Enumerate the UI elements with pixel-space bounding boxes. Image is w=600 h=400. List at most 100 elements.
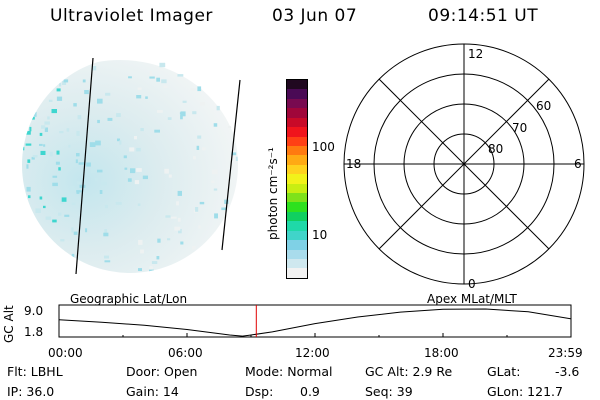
image-pixel [164, 168, 169, 174]
info-mode: Mode: Normal [245, 364, 333, 379]
image-pixel [214, 213, 218, 219]
image-pixel [52, 219, 57, 223]
image-pixel [95, 178, 99, 181]
image-pixel [28, 195, 31, 199]
image-pixel [25, 143, 32, 146]
plot-title-right: Apex MLat/MLT [427, 292, 517, 306]
colorbar-swatch [287, 117, 307, 128]
image-pixel [64, 214, 70, 217]
image-pixel [115, 201, 122, 205]
image-pixel [137, 203, 141, 206]
image-pixel [26, 164, 29, 169]
image-pixel [44, 121, 50, 125]
image-pixel [77, 181, 80, 185]
xtick-label-0000: 00:00 [48, 346, 83, 360]
xtick-label-2359: 23:59 [548, 346, 583, 360]
image-pixel [124, 167, 128, 170]
image-pixel [56, 150, 60, 155]
image-pixel [35, 208, 41, 213]
mlat-label-60: 60 [536, 99, 551, 113]
info-dsp-value: 0.9 [300, 384, 320, 399]
image-pixel [84, 90, 89, 95]
image-pixel [63, 79, 69, 83]
image-pixel [76, 153, 80, 157]
image-pixel [213, 188, 218, 191]
image-pixel [45, 216, 52, 220]
image-pixel [92, 66, 97, 71]
image-pixel [134, 136, 137, 140]
image-pixel [55, 161, 60, 165]
image-pixel [117, 138, 120, 142]
image-pixel [61, 197, 67, 202]
colorbar-swatch [287, 259, 307, 269]
image-pixel [56, 96, 63, 101]
image-pixel [78, 162, 85, 165]
image-pixel [89, 142, 96, 147]
image-pixel [104, 255, 109, 259]
image-pixel [58, 167, 61, 171]
image-pixel [31, 116, 35, 120]
image-pixel [151, 261, 158, 264]
image-pixel [69, 189, 76, 193]
image-pixel [130, 168, 136, 174]
mlat-label-80: 80 [488, 142, 503, 156]
image-pixel [69, 185, 75, 190]
image-pixel [177, 217, 181, 222]
image-pixel [99, 190, 103, 194]
image-pixel [176, 201, 179, 206]
image-pixel [104, 260, 111, 263]
image-pixel [71, 229, 74, 233]
terminator-line-left [75, 57, 94, 275]
info-dsp-label: Dsp: [245, 384, 274, 399]
image-pixel [73, 103, 77, 107]
info-gain: Gain: 14 [126, 384, 179, 399]
info-filter: Flt: LBHL [7, 364, 63, 379]
image-pixel [221, 207, 227, 211]
image-pixel [66, 128, 70, 132]
image-pixel [199, 201, 205, 205]
image-pixel [60, 239, 65, 242]
image-pixel [25, 131, 31, 135]
colorbar-swatch [287, 211, 307, 222]
image-pixel [179, 112, 185, 115]
info-glat-value: -3.6 [555, 364, 580, 379]
image-pixel [68, 144, 71, 148]
colorbar-swatch [287, 155, 307, 165]
image-pixel [43, 144, 46, 147]
image-pixel [58, 212, 62, 216]
image-pixel [97, 169, 103, 173]
image-pixel [107, 117, 113, 121]
image-pixel [140, 128, 144, 132]
image-pixel [91, 168, 97, 174]
image-pixel [76, 130, 80, 136]
image-pixel [154, 129, 160, 133]
image-pixel [26, 186, 31, 192]
mlat-label-70: 70 [512, 121, 527, 135]
xtick-label-1800: 18:00 [424, 346, 459, 360]
colorbar-tick-10: 10 [312, 228, 328, 242]
image-pixel [32, 155, 38, 158]
image-pixel [48, 99, 53, 102]
image-pixel [192, 245, 196, 250]
image-pixel [211, 169, 218, 175]
colorbar [286, 79, 308, 279]
image-pixel [128, 76, 132, 79]
xtick-label-1200: 12:00 [295, 346, 330, 360]
image-pixel [211, 180, 215, 183]
image-pixel [123, 155, 127, 159]
image-pixel [40, 150, 46, 155]
info-ip: IP: 36.0 [7, 384, 55, 399]
image-pixel [180, 241, 184, 245]
info-glon: GLon: 121.7 [487, 384, 563, 399]
image-pixel [193, 156, 196, 160]
image-pixel [202, 147, 206, 151]
image-pixel [177, 190, 182, 196]
image-pixel [134, 180, 140, 185]
image-pixel [197, 135, 202, 139]
xtick-label-0600: 06:00 [168, 346, 203, 360]
plot-title-left: Geographic Lat/Lon [70, 292, 188, 306]
colorbar-swatch [287, 268, 307, 278]
mlt-label-6: 6 [574, 157, 582, 171]
image-pixel [138, 239, 143, 245]
image-pixel [77, 115, 82, 120]
